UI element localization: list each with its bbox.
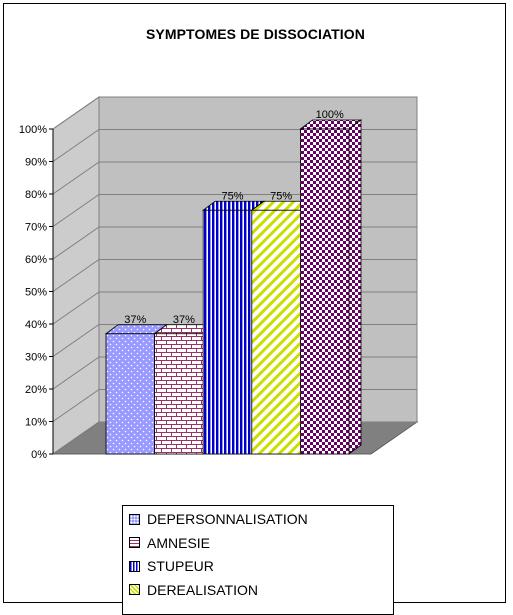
bar-front (154, 333, 204, 455)
data-label: 37% (173, 314, 195, 326)
bar-front (251, 209, 301, 455)
bar-front (105, 333, 155, 455)
bar-side (348, 119, 362, 455)
y-tick-label: 40% (25, 319, 47, 331)
data-label: 75% (221, 190, 243, 202)
y-tick-label: 30% (25, 352, 47, 364)
chart-frame: SYMPTOMES DE DISSOCIATION (3, 3, 506, 615)
y-tick-label: 100% (19, 124, 47, 136)
bars (104, 119, 363, 455)
y-axis: 0% 10% 20% 30% 40% 50% 60% 70% 80% 90% 100% (19, 124, 54, 461)
legend-label: DEPERSONNALISATION (147, 511, 308, 527)
y-tick-label: 80% (25, 189, 47, 201)
bar (299, 119, 363, 455)
chart-title: SYMPTOMES DE DISSOCIATION (145, 26, 365, 42)
legend: DEPERSONNALISATION AMNESIE STUPEUR DEREALIS… (122, 505, 394, 615)
y-tick-label: 10% (25, 417, 47, 429)
legend-label: STUPEUR (147, 558, 214, 574)
data-label: 100% (316, 109, 344, 121)
legend-swatch (129, 537, 140, 548)
bar-front (202, 209, 253, 455)
legend-item: DEPERSONNALISATION (129, 509, 308, 529)
y-tick-label: 0% (31, 449, 47, 461)
y-tick-label: 50% (25, 287, 47, 299)
y-tick-label: 20% (25, 384, 47, 396)
chart-plot: 0%10%20%30%40%50%60%70%80%90%100% 37% 37%… (19, 96, 419, 461)
y-tick-label: 70% (25, 222, 47, 234)
legend-item: AMNESIE (129, 533, 210, 553)
bar-front (299, 128, 350, 455)
legend-swatch (129, 513, 140, 525)
data-label: 37% (124, 314, 146, 326)
data-labels: 37% 37% 75% 75% 100% (124, 109, 344, 326)
y-tick-label: 60% (25, 254, 47, 266)
gridline (52, 96, 417, 130)
legend-item: STUPEUR (129, 556, 214, 576)
data-label: 75% (270, 190, 292, 202)
y-tick-label: 90% (25, 157, 47, 169)
legend-label: AMNESIE (147, 534, 211, 551)
legend-swatch (129, 560, 140, 572)
